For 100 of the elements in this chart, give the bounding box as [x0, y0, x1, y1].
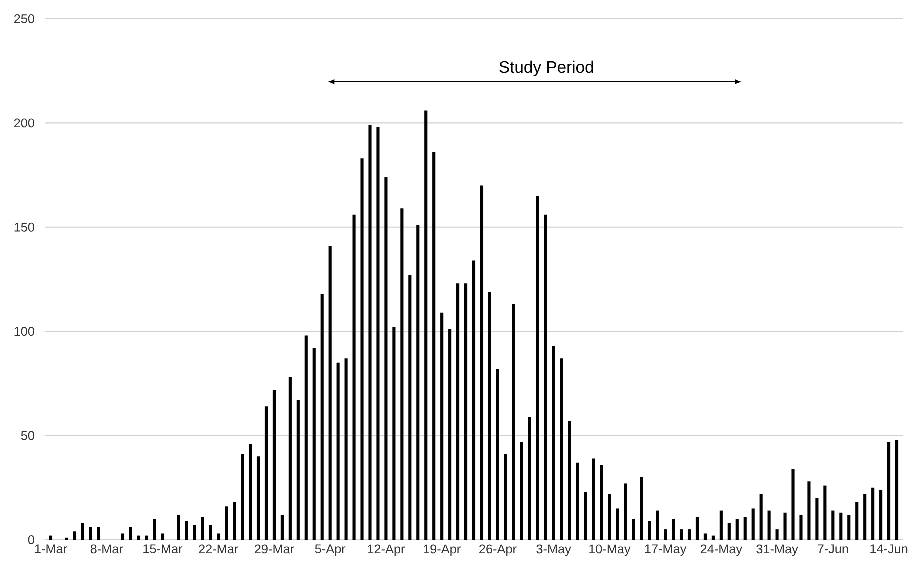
bar [320, 294, 324, 540]
bar [856, 502, 859, 540]
bar [416, 225, 420, 540]
bar [49, 536, 53, 540]
x-tick-label: 1-Mar [35, 544, 68, 554]
bar [336, 362, 340, 540]
bar [312, 348, 316, 540]
bar [344, 358, 348, 540]
bar [264, 406, 268, 540]
x-tick-label: 22-Mar [199, 544, 238, 554]
bar [872, 488, 875, 540]
bar [616, 508, 620, 540]
y-tick-label: 200 [14, 118, 34, 128]
x-tick-label: 14-Jun [870, 544, 908, 554]
bar [592, 458, 596, 540]
bar [392, 327, 396, 540]
bar [624, 484, 628, 540]
bar [864, 494, 867, 540]
y-tick-label: 50 [21, 431, 34, 440]
bar [360, 158, 364, 540]
y-tick-label: 150 [14, 222, 34, 232]
bar [712, 536, 715, 540]
x-tick-label: 24-May [700, 544, 743, 556]
bar [456, 284, 460, 540]
bar [832, 510, 835, 540]
bar [89, 527, 92, 540]
bar [888, 442, 891, 540]
bar [544, 214, 548, 540]
x-tick-label: 10-May [590, 544, 631, 556]
bar [736, 519, 739, 540]
bar [496, 369, 500, 540]
bar [640, 477, 644, 540]
bar [880, 490, 883, 540]
bar [408, 275, 412, 540]
bar [720, 510, 723, 540]
bar [584, 492, 588, 540]
bar [280, 514, 284, 540]
bar [680, 530, 684, 540]
x-tick-label: 19-Apr [424, 544, 461, 556]
bar [288, 377, 292, 540]
x-tick-label: 15-Mar [144, 544, 183, 554]
y-tick-label: 100 [14, 327, 34, 336]
x-tick-label: 3-May [536, 544, 572, 556]
x-tick-label: 29-Mar [255, 544, 294, 554]
bar [648, 521, 652, 540]
bar [728, 523, 731, 540]
bar [448, 330, 452, 540]
bar [304, 336, 308, 540]
bar [384, 177, 388, 540]
bar [664, 530, 668, 540]
bar [488, 292, 492, 540]
bar [296, 400, 300, 540]
bar [97, 527, 100, 540]
bar [145, 536, 148, 540]
x-tick-label: 26-Apr [480, 544, 517, 556]
bar [744, 517, 747, 540]
bar [233, 502, 236, 540]
x-tick-label: 7-Jun [818, 544, 848, 554]
y-tick-label: 0 [28, 536, 34, 544]
bar [656, 510, 660, 540]
bar [688, 530, 692, 540]
bar [424, 110, 428, 540]
bar [752, 508, 755, 540]
bar [464, 284, 468, 540]
bar [153, 519, 156, 540]
bar [560, 358, 564, 540]
bar [696, 517, 700, 540]
bar [472, 260, 476, 540]
bar [760, 494, 763, 540]
bar [632, 519, 636, 540]
bar [376, 127, 380, 540]
bar [816, 498, 819, 540]
bar [201, 517, 204, 540]
bar [129, 527, 132, 540]
x-tick-label: 31-May [756, 544, 798, 556]
bar [776, 530, 779, 540]
bar [217, 534, 220, 540]
bar [440, 312, 444, 540]
bar [504, 454, 508, 540]
bar [800, 514, 803, 540]
bar [177, 514, 180, 540]
bar [241, 454, 244, 540]
x-tick-label: 8-Mar [90, 544, 124, 554]
bar [400, 208, 404, 540]
bar [161, 534, 164, 540]
bar [81, 523, 84, 540]
bar [768, 510, 771, 540]
bar [73, 532, 76, 540]
bar [608, 494, 612, 540]
bar [185, 521, 188, 540]
bar [512, 304, 516, 540]
bar [209, 525, 212, 540]
bar [848, 514, 851, 540]
bar [895, 440, 899, 540]
bar [704, 534, 707, 540]
x-tick-label: 17-May [645, 544, 687, 556]
bar [248, 444, 252, 540]
bar [600, 464, 604, 540]
bar [328, 246, 332, 540]
bar [225, 506, 228, 540]
